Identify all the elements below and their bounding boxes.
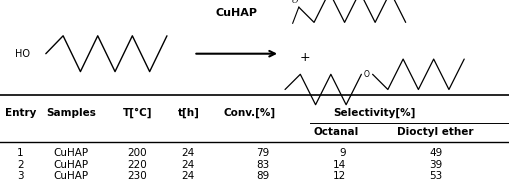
Text: 9: 9 (340, 148, 346, 158)
Text: 200: 200 (128, 148, 147, 158)
Text: 24: 24 (182, 160, 195, 170)
Text: Octanal: Octanal (314, 127, 358, 137)
Text: CuHAP: CuHAP (53, 171, 89, 179)
Text: Samples: Samples (46, 108, 96, 118)
Text: +: + (300, 51, 310, 64)
Text: CuHAP: CuHAP (53, 160, 89, 170)
Text: 220: 220 (128, 160, 147, 170)
Text: 89: 89 (257, 171, 270, 179)
Text: 83: 83 (257, 160, 270, 170)
Text: T[°C]: T[°C] (123, 108, 152, 118)
Text: Selectivity[%]: Selectivity[%] (333, 108, 415, 118)
Text: 39: 39 (430, 160, 443, 170)
Text: t[h]: t[h] (178, 108, 199, 118)
Text: O: O (292, 0, 298, 5)
Text: 1: 1 (17, 148, 24, 158)
Text: CuHAP: CuHAP (53, 148, 89, 158)
Text: 230: 230 (128, 171, 147, 179)
Text: 53: 53 (430, 171, 443, 179)
Text: Conv.[%]: Conv.[%] (223, 108, 275, 118)
Text: 79: 79 (257, 148, 270, 158)
Text: 14: 14 (333, 160, 346, 170)
Text: 24: 24 (182, 171, 195, 179)
Text: Dioctyl ether: Dioctyl ether (397, 127, 473, 137)
Text: HO: HO (15, 49, 30, 59)
Text: 12: 12 (333, 171, 346, 179)
Text: CuHAP: CuHAP (216, 8, 258, 18)
Text: 24: 24 (182, 148, 195, 158)
Text: O: O (364, 70, 370, 79)
Text: 2: 2 (17, 160, 24, 170)
Text: 3: 3 (17, 171, 24, 179)
Text: Entry: Entry (5, 108, 36, 118)
Text: 49: 49 (430, 148, 443, 158)
